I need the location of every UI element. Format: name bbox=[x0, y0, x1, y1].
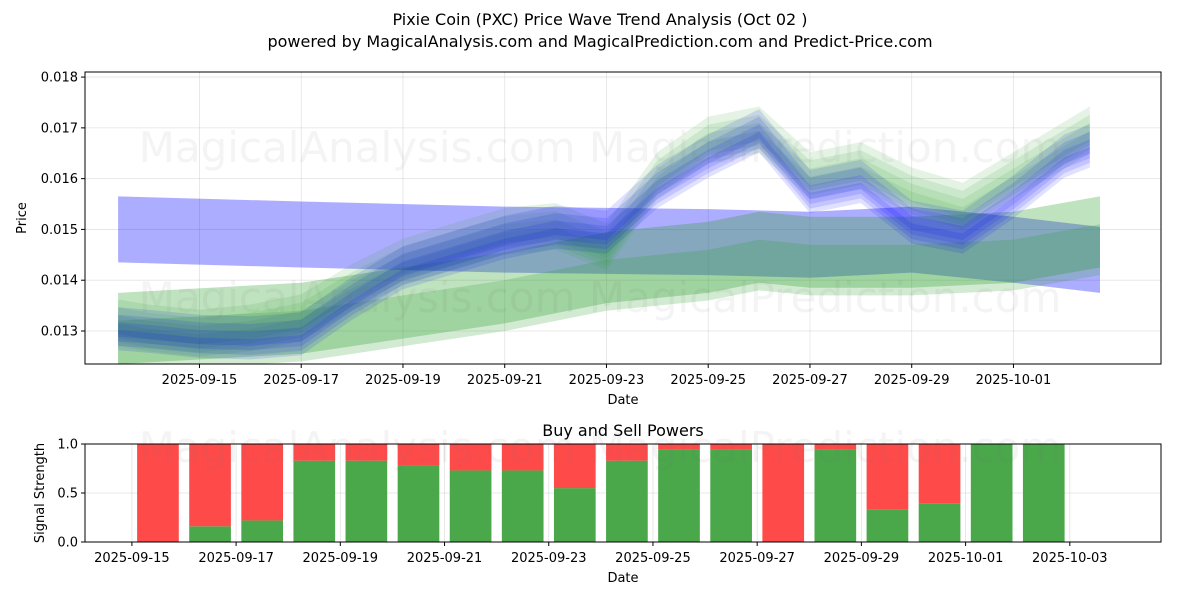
price-x-tick-label: 2025-09-27 bbox=[772, 373, 848, 388]
price-y-tick-label: 0.016 bbox=[41, 172, 78, 187]
buy-power-bar bbox=[866, 509, 909, 542]
watermark-lower: MagicalAnalysis.com MagicalPrediction.co… bbox=[139, 273, 1062, 322]
price-wave-band-green bbox=[118, 130, 1090, 357]
signal-y-tick-label: 0.5 bbox=[57, 487, 78, 502]
sell-power-bar bbox=[397, 444, 440, 466]
sell-power-bar bbox=[293, 444, 336, 461]
price-y-ticks: 0.013 0.014 0.015 0.016 0.017 0.018 bbox=[41, 71, 85, 339]
buy-power-bar bbox=[449, 470, 492, 542]
buy-power-bar bbox=[918, 503, 961, 542]
price-chart-panel: MagicalAnalysis.com MagicalPrediction.co… bbox=[15, 71, 1162, 408]
price-y-tick-label: 0.018 bbox=[41, 71, 78, 86]
price-x-tick-label: 2025-09-19 bbox=[365, 373, 441, 388]
signal-x-tick-label: 2025-10-03 bbox=[1032, 551, 1108, 566]
price-x-tick-label: 2025-09-29 bbox=[874, 373, 950, 388]
price-x-axis-label: Date bbox=[607, 393, 638, 408]
price-x-tick-label: 2025-10-01 bbox=[976, 373, 1052, 388]
signal-x-tick-label: 2025-09-19 bbox=[303, 551, 379, 566]
signal-x-tick-label: 2025-10-01 bbox=[928, 551, 1004, 566]
sell-power-bar bbox=[762, 444, 805, 542]
price-y-tick-label: 0.017 bbox=[41, 121, 78, 136]
price-wave-band-blue bbox=[118, 116, 1090, 351]
long-trend-band-blue bbox=[118, 196, 1101, 293]
signal-x-tick-label: 2025-09-23 bbox=[511, 551, 587, 566]
buy-power-bar bbox=[241, 520, 284, 542]
sell-power-bar bbox=[866, 444, 909, 510]
signal-chart-title: Buy and Sell Powers bbox=[542, 421, 704, 440]
chart-title: Pixie Coin (PXC) Price Wave Trend Analys… bbox=[392, 10, 807, 29]
watermark-upper: MagicalAnalysis.com MagicalPrediction.co… bbox=[139, 123, 1062, 172]
signal-y-axis-label: Signal Strength bbox=[33, 443, 48, 543]
chart-subtitle: powered by MagicalAnalysis.com and Magic… bbox=[267, 32, 932, 51]
price-wave-band-blue bbox=[118, 131, 1090, 360]
sell-power-bar bbox=[449, 444, 492, 471]
sell-power-bar bbox=[189, 444, 231, 527]
price-wave-band-blue bbox=[118, 124, 1090, 355]
price-x-tick-label: 2025-09-15 bbox=[162, 373, 238, 388]
sell-power-bar bbox=[606, 444, 648, 461]
buy-power-bar bbox=[1022, 444, 1065, 542]
price-wave-bands bbox=[118, 106, 1101, 364]
price-x-tick-label: 2025-09-21 bbox=[467, 373, 543, 388]
sell-power-bar bbox=[345, 444, 388, 461]
signal-y-tick-label: 0.0 bbox=[57, 536, 78, 551]
signal-y-ticks: 0.0 0.5 1.0 bbox=[57, 438, 85, 551]
buy-power-bar bbox=[970, 444, 1013, 542]
signal-x-ticks: 2025-09-15 2025-09-17 2025-09-19 2025-09-21… bbox=[94, 542, 1108, 566]
buy-power-bar bbox=[606, 460, 648, 542]
signal-x-tick-label: 2025-09-25 bbox=[615, 551, 691, 566]
sell-power-bar bbox=[137, 444, 179, 542]
sell-power-bar bbox=[710, 444, 752, 450]
price-wave-band-green bbox=[118, 122, 1090, 353]
signal-x-tick-label: 2025-09-17 bbox=[198, 551, 274, 566]
buy-power-bar bbox=[814, 449, 857, 542]
signal-x-tick-label: 2025-09-15 bbox=[94, 551, 170, 566]
price-y-tick-label: 0.014 bbox=[41, 274, 78, 289]
signal-x-tick-label: 2025-09-27 bbox=[719, 551, 795, 566]
long-trend-band-green bbox=[118, 196, 1101, 364]
signal-x-tick-label: 2025-09-29 bbox=[824, 551, 900, 566]
buy-power-bar bbox=[397, 465, 440, 542]
signal-x-tick-label: 2025-09-21 bbox=[407, 551, 483, 566]
sell-power-bar bbox=[501, 444, 544, 471]
buy-power-bar bbox=[189, 526, 231, 542]
price-x-ticks: 2025-09-15 2025-09-17 2025-09-19 2025-09-21… bbox=[162, 364, 1052, 388]
price-x-tick-label: 2025-09-23 bbox=[569, 373, 645, 388]
price-wave-band-blue bbox=[118, 109, 1090, 346]
watermark-signal: MagicalAnalysis.com MagicalPrediction.co… bbox=[139, 423, 1062, 472]
signal-chart-panel: Buy and Sell Powers MagicalAnalysis.com … bbox=[33, 421, 1162, 586]
signal-bars bbox=[137, 444, 1065, 542]
price-x-tick-label: 2025-09-17 bbox=[263, 373, 339, 388]
buy-power-bar bbox=[345, 460, 388, 542]
price-y-tick-label: 0.015 bbox=[41, 223, 78, 238]
signal-y-tick-label: 1.0 bbox=[57, 438, 78, 453]
buy-power-bar bbox=[553, 488, 596, 542]
long-trend-band-green-lower bbox=[118, 224, 1100, 364]
signal-x-axis-label: Date bbox=[607, 571, 638, 586]
buy-power-bar bbox=[710, 449, 752, 542]
sell-power-bar bbox=[658, 444, 700, 450]
price-chart-frame bbox=[84, 71, 1162, 365]
buy-power-bar bbox=[293, 460, 336, 542]
sell-power-bar bbox=[553, 444, 596, 489]
price-x-tick-label: 2025-09-25 bbox=[670, 373, 746, 388]
price-y-tick-label: 0.013 bbox=[41, 324, 78, 339]
sell-power-bar bbox=[918, 444, 961, 504]
price-y-axis-label: Price bbox=[15, 202, 30, 234]
price-wave-band-green bbox=[118, 106, 1090, 345]
sell-power-bar bbox=[814, 444, 857, 450]
sell-power-bar bbox=[241, 444, 284, 521]
price-chart-grid bbox=[85, 72, 1161, 364]
buy-power-bar bbox=[501, 470, 544, 542]
price-wave-band-green bbox=[118, 114, 1090, 349]
buy-power-bar bbox=[658, 449, 700, 542]
